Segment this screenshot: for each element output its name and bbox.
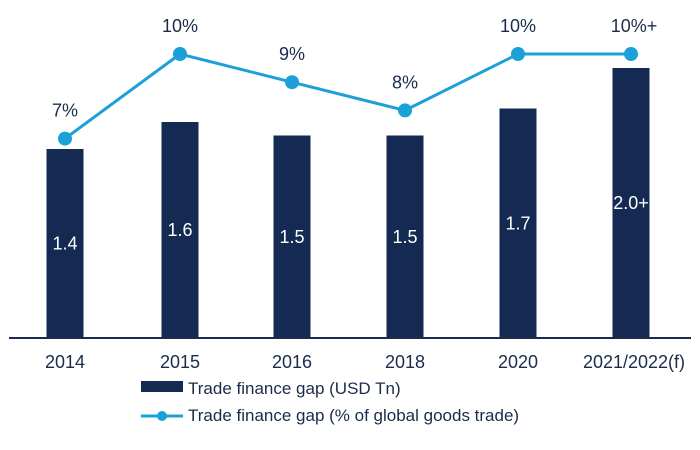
legend-label-bar: Trade finance gap (USD Tn) <box>188 379 401 398</box>
x-tick-label: 2020 <box>498 352 538 372</box>
line-data-label: 9% <box>279 44 305 64</box>
x-tick-label: 2021/2022(f) <box>583 352 685 372</box>
line-marker-2015 <box>173 47 187 61</box>
bar-2018 <box>386 135 424 338</box>
legend-swatch-marker <box>157 411 167 421</box>
line-marker-2014 <box>58 131 72 146</box>
line-data-label: 10% <box>162 16 198 36</box>
line-marker-2021/2022(f) <box>624 47 638 61</box>
line-data-label: 7% <box>52 101 78 121</box>
bar-data-label: 1.6 <box>167 220 192 240</box>
bar-2014 <box>46 149 84 338</box>
legend: Trade finance gap (USD Tn) Trade finance… <box>141 379 519 425</box>
line-data-label: 8% <box>392 72 418 92</box>
bar-data-label: 1.7 <box>505 213 530 233</box>
line-data-label: 10%+ <box>611 16 658 36</box>
bar-data-label: 1.5 <box>279 227 304 247</box>
line-marker-2016 <box>285 75 299 90</box>
bar-2021/2022(f) <box>612 68 650 338</box>
line-data-label: 10% <box>500 16 536 36</box>
bar-2020 <box>499 108 537 338</box>
x-tick-label: 2016 <box>272 352 312 372</box>
x-tick-label: 2015 <box>160 352 200 372</box>
line-series <box>64 52 631 140</box>
bar-data-label: 1.4 <box>52 234 77 254</box>
line-marker-2020 <box>511 47 525 61</box>
x-tick-label: 2014 <box>45 352 85 372</box>
x-tick-label: 2018 <box>385 352 425 372</box>
bar-data-label: 2.0+ <box>613 193 649 213</box>
bar-data-label: 1.5 <box>392 227 417 247</box>
legend-label-line: Trade finance gap (% of global goods tra… <box>188 406 519 425</box>
legend-swatch-bar <box>141 381 183 392</box>
bar-2016 <box>273 135 311 338</box>
line-marker-2018 <box>398 103 412 118</box>
bar-2015 <box>161 122 199 338</box>
